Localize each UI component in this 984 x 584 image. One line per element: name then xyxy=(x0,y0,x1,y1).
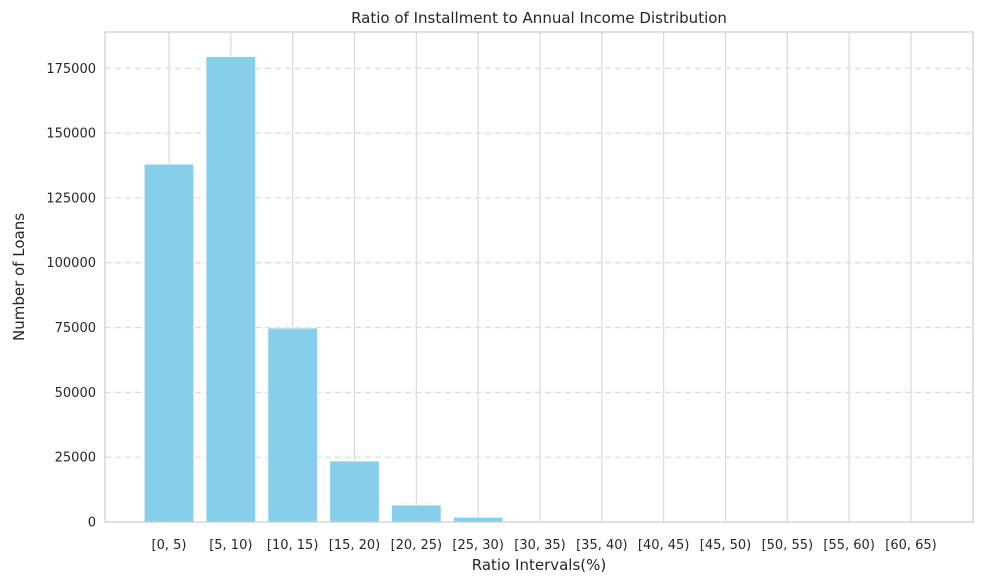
x-tick-label: [60, 65) xyxy=(885,538,937,553)
bar xyxy=(391,504,442,523)
y-tick-label: 150000 xyxy=(46,127,96,142)
plot-frame xyxy=(104,31,974,523)
x-tick-label: [30, 35) xyxy=(514,538,566,553)
y-tick-label: 100000 xyxy=(46,256,96,271)
y-tick-label: 175000 xyxy=(46,62,96,77)
x-tick-labels: [0, 5) [5, 10) [10, 15) [15, 20) [20, 25) [25… xyxy=(152,538,937,553)
y-tick-label: 25000 xyxy=(55,451,96,466)
x-tick-label: [50, 55) xyxy=(762,538,814,553)
x-tick-label: [5, 10) xyxy=(209,538,252,553)
grid-layer xyxy=(105,32,973,522)
x-tick-label: [45, 50) xyxy=(700,538,752,553)
x-tick-label: [10, 15) xyxy=(267,538,319,553)
x-tick-label: [15, 20) xyxy=(329,538,381,553)
bar xyxy=(267,327,318,523)
y-tick-label: 50000 xyxy=(55,386,96,401)
x-tick-label: [55, 60) xyxy=(823,538,875,553)
bar xyxy=(329,460,380,523)
x-tick-label: [40, 45) xyxy=(638,538,690,553)
y-tick-label: 125000 xyxy=(46,191,96,206)
x-tick-label: [0, 5) xyxy=(152,538,187,553)
bar xyxy=(143,163,195,523)
y-tick-labels: 0 25000 50000 75000 100000 125000 150000 175000 xyxy=(46,62,96,531)
x-axis-title: Ratio Intervals(%) xyxy=(472,556,607,574)
x-tick-label: [35, 40) xyxy=(576,538,628,553)
x-tick-label: [20, 25) xyxy=(391,538,443,553)
bar xyxy=(453,517,504,523)
x-tick-label: [25, 30) xyxy=(452,538,504,553)
y-axis-title: Number of Loans xyxy=(10,213,28,341)
bar xyxy=(205,56,256,523)
y-tick-label: 0 xyxy=(88,516,96,531)
chart-title: Ratio of Installment to Annual Income Di… xyxy=(351,9,727,27)
bar-layer xyxy=(143,56,937,523)
y-tick-label: 75000 xyxy=(55,321,96,336)
